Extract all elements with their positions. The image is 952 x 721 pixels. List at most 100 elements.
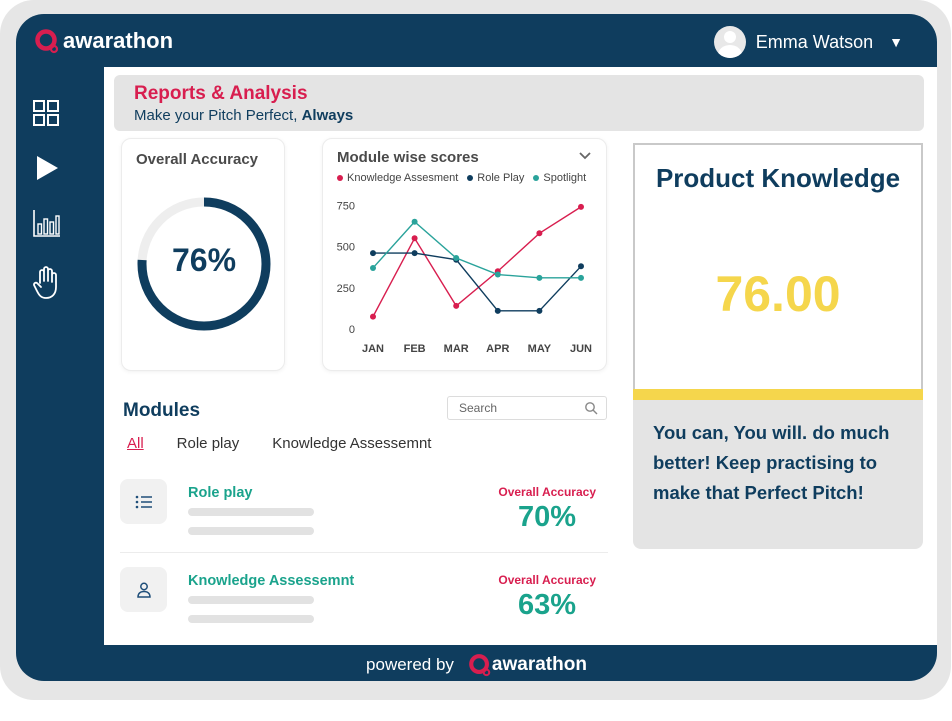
tab-role-play[interactable]: Role play — [176, 435, 240, 452]
powered-by-text: powered by — [366, 654, 454, 674]
user-menu[interactable]: Emma Watson ▼ — [713, 26, 903, 58]
chevron-down-icon[interactable] — [578, 151, 592, 161]
x-tick-label: MAR — [444, 343, 469, 355]
modules-heading: Modules — [123, 400, 201, 421]
subtitle-text: Make your Pitch Perfect, — [134, 107, 302, 124]
data-point — [536, 274, 543, 281]
hand-icon[interactable] — [31, 266, 61, 300]
product-knowledge-divider — [633, 389, 923, 400]
footer: powered by awarathon — [16, 648, 937, 681]
data-point — [536, 230, 543, 237]
bar-chart-icon[interactable] — [31, 208, 61, 238]
overall-accuracy-card: Overall Accuracy 76% — [121, 138, 285, 371]
data-point — [578, 274, 584, 281]
legend-swatch — [533, 175, 540, 182]
logo-mark-icon — [35, 29, 59, 54]
logo-text: awarathon — [63, 28, 174, 53]
x-tick-label: FEB — [404, 343, 426, 355]
overall-accuracy-value: 76% — [171, 242, 237, 278]
accuracy-ring — [137, 197, 271, 331]
data-point — [411, 250, 418, 257]
data-point — [370, 264, 376, 271]
placeholder-bar — [188, 527, 314, 535]
data-point — [578, 263, 584, 270]
x-tick-label: APR — [486, 343, 509, 355]
product-knowledge-score: 76.00 — [715, 266, 841, 322]
placeholder-bar — [188, 596, 314, 604]
legend-item: Spotlight — [533, 172, 586, 184]
series-line — [373, 252, 582, 312]
data-point — [370, 250, 376, 257]
avatar — [713, 26, 746, 58]
module-name: Knowledge Assessemnt — [188, 573, 355, 589]
module-name: Role play — [188, 485, 253, 501]
device-frame: awarathon Emma Watson ▼ — [0, 0, 951, 700]
module-accuracy-value: 70% — [517, 501, 576, 533]
x-tick-label: JUN — [570, 343, 592, 355]
tab-all[interactable]: All — [127, 435, 144, 452]
footer-logo-text: awarathon — [491, 653, 587, 675]
page-banner: Reports & Analysis Make your Pitch Perfe… — [114, 75, 924, 131]
tab-knowledge-assessment[interactable]: Knowledge Assessemnt — [272, 435, 432, 452]
caret-down-icon[interactable]: ▼ — [889, 34, 903, 50]
app-logo[interactable]: awarathon — [34, 28, 173, 54]
search-input[interactable]: Search — [447, 396, 607, 420]
subtitle-emphasis: Always — [301, 107, 354, 124]
data-point — [411, 235, 418, 242]
module-scores-card: Module wise scores Knowledge Assesment Ro… — [322, 138, 607, 371]
data-point — [411, 218, 418, 225]
chart-title: Module wise scores — [337, 149, 479, 166]
sidebar — [16, 68, 104, 646]
footer-logo: awarathon — [468, 653, 587, 677]
motivation-message: You can, You will. do much better! Keep … — [633, 400, 923, 549]
search-placeholder: Search — [459, 401, 498, 415]
data-point — [494, 271, 501, 278]
accuracy-ring-progress — [137, 197, 271, 331]
product-knowledge-card: Product Knowledge 76.00 — [633, 143, 923, 390]
list-icon — [120, 479, 167, 524]
page-subtitle: Make your Pitch Perfect, Always — [134, 107, 904, 124]
y-tick-label: 500 — [337, 242, 355, 254]
placeholder-bar — [188, 615, 314, 623]
module-accuracy-label: Overall Accuracy — [498, 485, 596, 499]
y-tick-label: 750 — [337, 200, 355, 212]
product-knowledge-title: Product Knowledge — [655, 163, 901, 193]
legend-label: Knowledge Assesment — [347, 172, 459, 184]
legend-item: Role Play — [467, 172, 524, 184]
overall-accuracy-title: Overall Accuracy — [136, 151, 259, 168]
y-tick-label: 0 — [349, 324, 355, 336]
logo-mark-icon — [469, 653, 491, 676]
page-title: Reports & Analysis — [134, 83, 308, 104]
app-window: awarathon Emma Watson ▼ — [16, 14, 937, 681]
module-tabs: All Role play Knowledge Assessemnt — [127, 435, 464, 452]
legend-label: Spotlight — [543, 172, 587, 184]
legend-swatch — [337, 175, 343, 182]
data-point — [453, 255, 460, 262]
module-row[interactable]: Knowledge Assessemnt Overall Accuracy 63… — [120, 552, 608, 634]
line-chart: 0 250 500 750 JAN FEB MAR APR MAY JUN — [337, 200, 592, 355]
data-point — [578, 203, 584, 210]
data-point — [536, 307, 543, 314]
module-accuracy-value: 63% — [517, 589, 576, 621]
series-line — [372, 206, 582, 317]
person-icon — [120, 567, 167, 612]
data-point — [494, 307, 501, 314]
legend-label: Role Play — [477, 172, 525, 184]
legend-swatch — [467, 175, 474, 182]
top-bar: awarathon Emma Watson ▼ — [16, 14, 937, 68]
legend-item: Knowledge Assesment — [337, 172, 458, 184]
y-tick-label: 250 — [337, 283, 355, 295]
series-line — [372, 220, 581, 279]
module-accuracy-label: Overall Accuracy — [498, 573, 596, 587]
play-icon[interactable] — [31, 153, 61, 183]
x-tick-label: JAN — [362, 343, 384, 355]
chart-legend: Knowledge Assesment Role Play Spotlight — [337, 172, 586, 184]
dashboard-grid-icon[interactable] — [31, 98, 61, 128]
module-row[interactable]: Role play Overall Accuracy 70% — [120, 465, 608, 547]
data-point — [453, 302, 460, 309]
data-point — [370, 313, 376, 320]
main-content: Reports & Analysis Make your Pitch Perfe… — [104, 67, 937, 645]
x-tick-label: MAY — [528, 343, 552, 355]
user-name: Emma Watson — [755, 31, 874, 52]
search-icon[interactable] — [584, 401, 598, 415]
